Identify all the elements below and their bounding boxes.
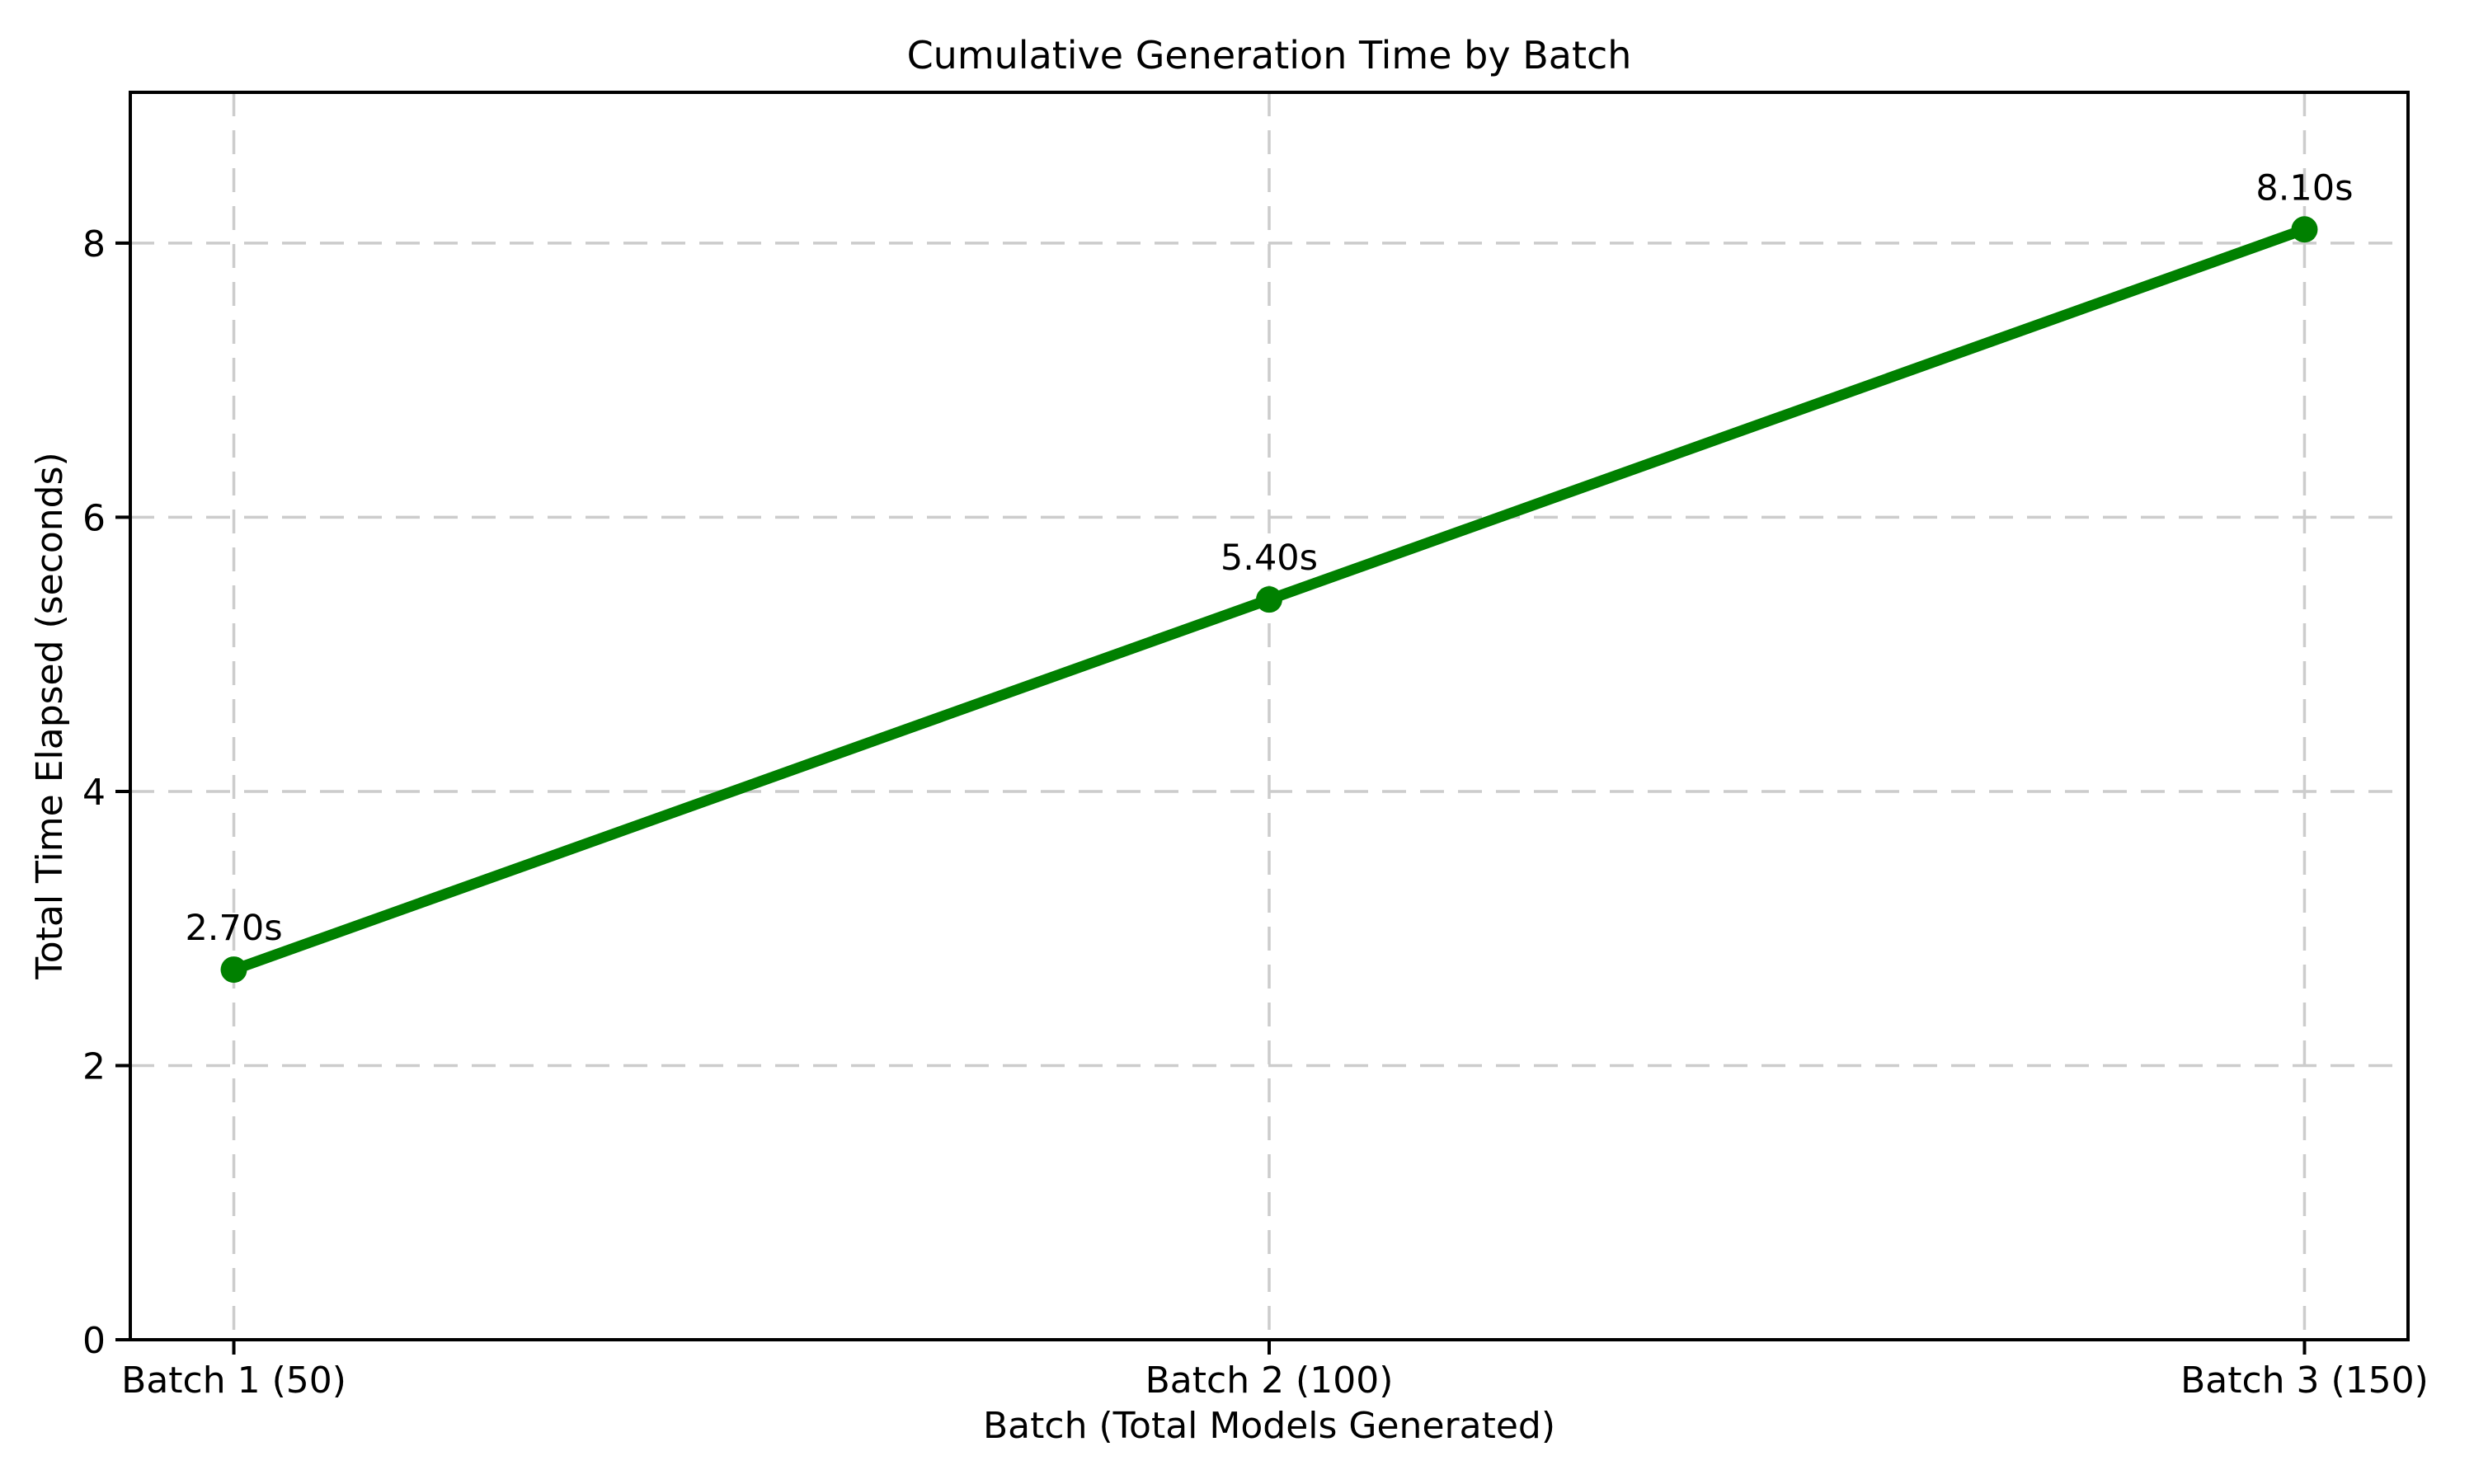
data-point-label: 8.10s [2255,167,2353,209]
x-axis-label: Batch (Total Models Generated) [983,1405,1555,1447]
y-tick-label: 4 [82,772,106,814]
chart-title: Cumulative Generation Time by Batch [906,33,1632,77]
y-tick-label: 6 [82,497,106,539]
y-tick-label: 8 [82,223,106,265]
x-tick-label: Batch 2 (100) [1145,1360,1394,1402]
data-point [220,956,247,984]
data-point-label: 5.40s [1221,538,1318,579]
y-tick-label: 2 [82,1045,106,1087]
x-tick-label: Batch 3 (150) [2180,1360,2429,1402]
x-tick-label: Batch 1 (50) [121,1360,346,1402]
y-tick-label: 0 [82,1320,106,1362]
data-point-label: 2.70s [185,908,282,949]
data-point [2291,216,2318,243]
data-point [1256,586,1282,613]
